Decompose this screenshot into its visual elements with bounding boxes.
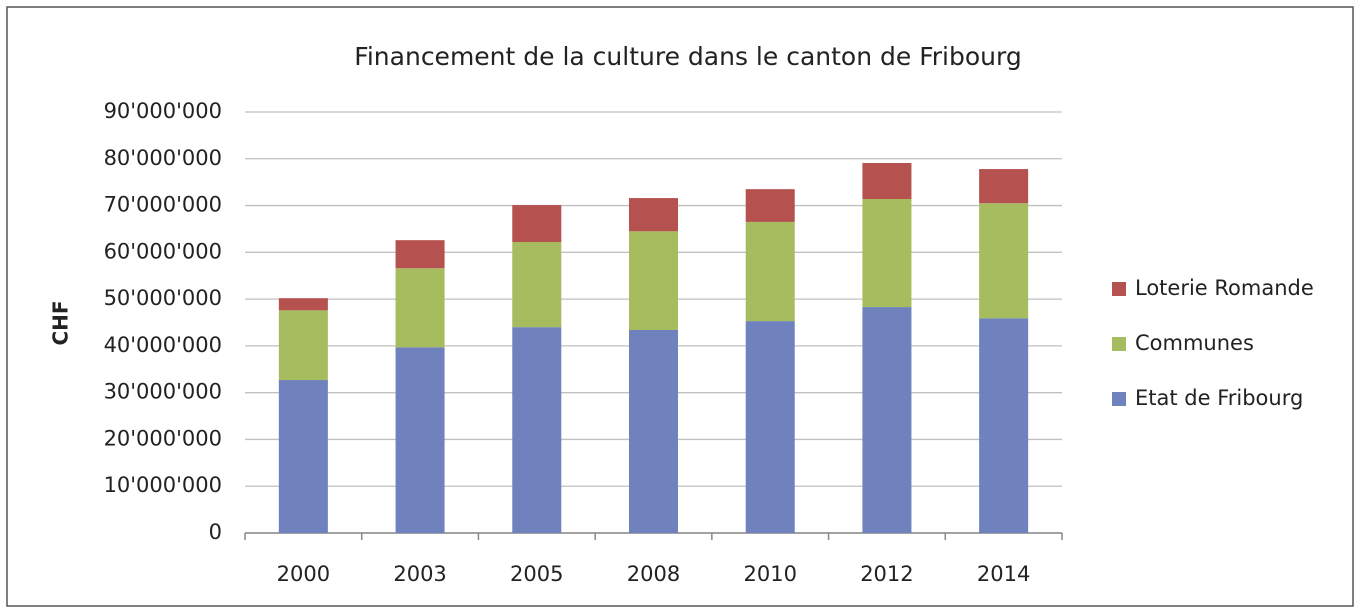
bar-segment — [512, 327, 562, 533]
bar-segment — [395, 240, 445, 269]
bar-segment — [278, 298, 328, 311]
bar-segment — [512, 242, 562, 328]
legend-label: Loterie Romande — [1135, 276, 1314, 300]
x-tick-label: 2008 — [627, 562, 680, 586]
legend-swatch — [1112, 392, 1126, 406]
y-tick-label: 10'000'000 — [104, 473, 222, 497]
bar-segment — [862, 307, 912, 533]
y-tick-label: 20'000'000 — [104, 426, 222, 450]
bar-segment — [278, 310, 328, 381]
legend-swatch — [1112, 282, 1126, 296]
bar-segment — [745, 221, 795, 322]
x-tick-label: 2010 — [743, 562, 796, 586]
y-tick-label: 60'000'000 — [104, 239, 222, 263]
legend-label: Communes — [1135, 331, 1254, 355]
bar-segment — [628, 329, 679, 533]
bar-segment — [979, 203, 1029, 319]
bar-segment — [628, 231, 679, 330]
bar-segment — [862, 162, 912, 200]
bar-segment — [512, 205, 562, 243]
bar-segment — [862, 199, 912, 308]
y-tick-label: 30'000'000 — [104, 380, 222, 404]
y-tick-label: 70'000'000 — [104, 193, 222, 217]
bar-segment — [979, 318, 1029, 533]
y-tick-label: 0 — [209, 520, 222, 544]
bar-segment — [395, 347, 445, 533]
y-tick-label: 90'000'000 — [104, 99, 222, 123]
x-tick-label: 2005 — [510, 562, 563, 586]
bar-segment — [395, 268, 445, 348]
x-tick-label: 2003 — [393, 562, 446, 586]
bar-segment — [745, 321, 795, 533]
bar-segment — [278, 380, 328, 533]
y-tick-label: 40'000'000 — [104, 333, 222, 357]
legend-label: Etat de Fribourg — [1135, 386, 1303, 410]
x-tick-label: 2014 — [977, 562, 1030, 586]
legend-swatch — [1112, 337, 1126, 351]
bar-segment — [979, 169, 1029, 204]
chart-frame — [6, 6, 1354, 607]
bar-segment — [745, 189, 795, 222]
x-tick-label: 2012 — [860, 562, 913, 586]
y-axis-label: CHF — [49, 300, 73, 345]
chart-title: Financement de la culture dans le canton… — [354, 42, 1021, 71]
y-tick-label: 50'000'000 — [104, 286, 222, 310]
y-tick-label: 80'000'000 — [104, 146, 222, 170]
x-tick-label: 2000 — [277, 562, 330, 586]
bar-segment — [628, 198, 679, 232]
